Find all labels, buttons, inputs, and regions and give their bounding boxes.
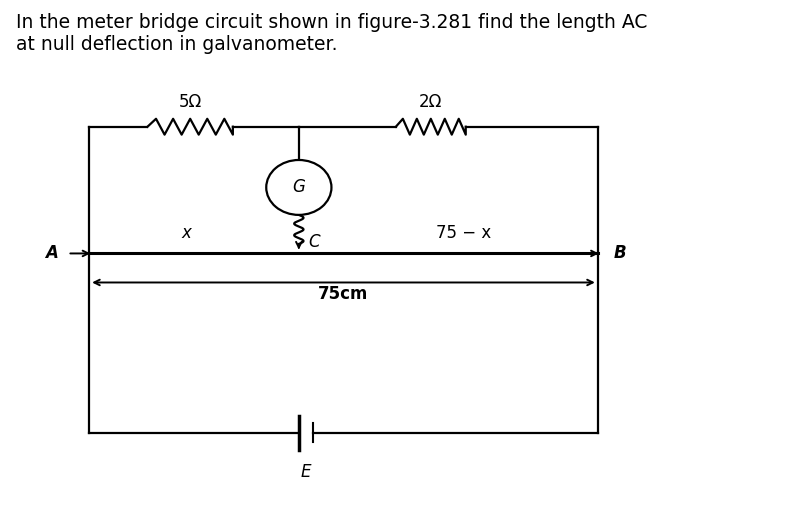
Ellipse shape — [266, 160, 331, 215]
Text: In the meter bridge circuit shown in figure-3.281 find the length AC
at null def: In the meter bridge circuit shown in fig… — [15, 13, 647, 54]
Text: B: B — [614, 244, 626, 262]
Text: E: E — [301, 463, 311, 481]
Text: 5Ω: 5Ω — [178, 93, 202, 111]
Text: 75 − x: 75 − x — [436, 224, 491, 242]
Text: 75cm: 75cm — [318, 285, 369, 303]
Text: 2Ω: 2Ω — [419, 93, 442, 111]
Text: A: A — [46, 244, 58, 262]
Text: C: C — [308, 233, 320, 251]
Text: G: G — [293, 178, 306, 196]
Text: x: x — [182, 224, 191, 242]
